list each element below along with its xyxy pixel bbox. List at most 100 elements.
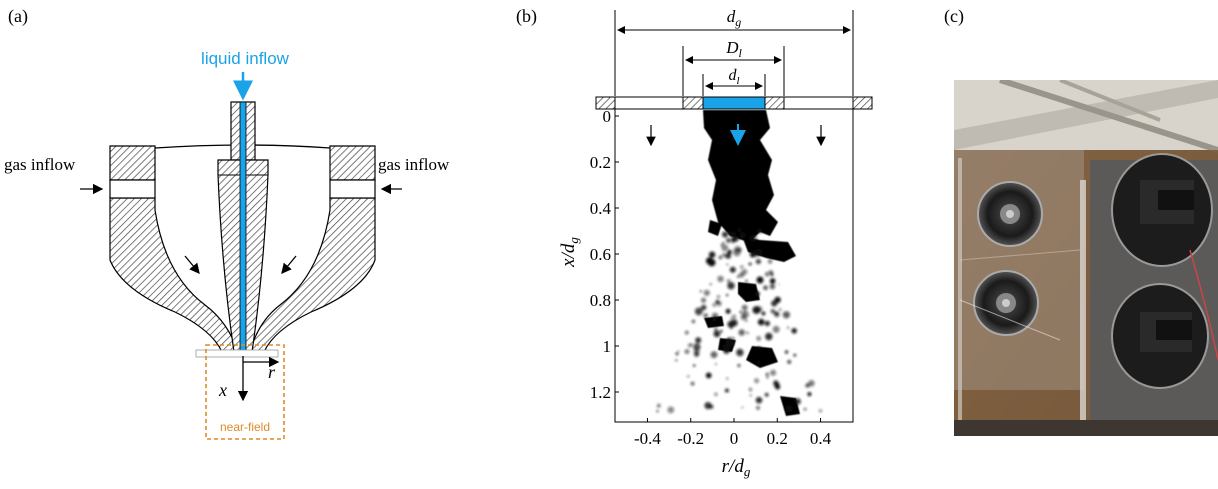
y-tick-label: 0.6 [590, 245, 611, 264]
x-tick-label: 0.2 [767, 429, 788, 448]
spray-droplet [769, 278, 776, 284]
panel-b-label: (b) [516, 6, 537, 27]
exit-plane [195, 349, 279, 358]
spray-droplet [675, 359, 678, 362]
spray-droplet [693, 343, 701, 351]
near-field-label: near-field [220, 420, 270, 434]
spray-droplet [755, 248, 763, 256]
spray-droplet [739, 310, 742, 314]
spray-droplet [667, 406, 675, 414]
spray-droplet [739, 289, 743, 292]
y-axis-label: x/dg [558, 237, 581, 268]
panel-b: (b) dg Dl dl [516, 6, 873, 479]
x-tick-label: -0.2 [677, 429, 704, 448]
spray-droplet [756, 336, 762, 341]
x-ticks: -0.4 -0.2 0 0.2 0.4 [634, 418, 832, 448]
spray-droplet [741, 406, 744, 409]
spray-droplet [727, 279, 731, 283]
spray-droplet [737, 227, 742, 233]
spray-droplet [755, 258, 762, 265]
spray-droplet [786, 326, 790, 329]
spray-droplet [732, 314, 736, 319]
spray-droplet [773, 381, 780, 388]
spray-droplet [690, 381, 695, 386]
gas-inflow-left-label: gas inflow [4, 155, 76, 174]
spray-droplet [770, 369, 777, 376]
spray-droplet [734, 245, 741, 253]
spray-droplet [743, 311, 746, 313]
spray-droplet [778, 283, 780, 286]
flow-arrow-right [281, 255, 297, 275]
spray-droplet [711, 312, 719, 320]
exit-strip-gas-left [614, 96, 684, 110]
spray-droplet [716, 295, 721, 299]
x-tick-label: 0.4 [810, 429, 832, 448]
spray-droplet [738, 329, 745, 336]
panel-a: (a) liquid inflow gas inflow gas inflow [4, 6, 450, 440]
spray-droplet [769, 283, 776, 290]
dl-label: dl [728, 67, 739, 87]
spray-droplet [807, 392, 812, 397]
gas-port-left [109, 179, 156, 199]
spray-droplet [725, 308, 731, 314]
nozzle-left-lower [109, 197, 239, 353]
spray-droplets [656, 227, 823, 414]
spray-droplet [756, 227, 763, 234]
spray-droplet [764, 392, 769, 397]
exit-strip-gas-right [783, 96, 854, 110]
dg-label-sub: g [735, 15, 741, 29]
spray-droplet [766, 376, 769, 379]
spray-droplet [746, 331, 749, 335]
spray-droplet [782, 311, 791, 319]
spray-droplet [713, 327, 718, 332]
spray-droplet [693, 364, 696, 367]
y-axis-label-sub: g [566, 237, 581, 244]
spray-droplet [757, 346, 761, 350]
spray-droplet [712, 302, 717, 307]
spray-droplet [771, 300, 778, 307]
spray-droplet [694, 307, 703, 316]
spray-droplet [749, 394, 752, 397]
spray-droplet [729, 266, 736, 273]
spray-droplet [741, 269, 748, 275]
dl-label-sub: l [736, 75, 739, 87]
spray-droplet [713, 330, 721, 338]
spray-droplet [657, 403, 661, 408]
spray-droplet [740, 265, 744, 269]
spray-droplet [745, 319, 748, 322]
dg-label: dg [727, 7, 742, 29]
spray-droplet [818, 409, 823, 413]
x-axis-label-main: r/d [722, 456, 745, 477]
spray-droplet [732, 337, 735, 340]
spray-droplet [705, 257, 713, 265]
spray-droplet [690, 343, 693, 346]
spray-droplet [736, 348, 744, 357]
spray-droplet [725, 341, 728, 344]
spray-droplet [709, 283, 712, 286]
x-tick-label: -0.4 [634, 429, 661, 448]
spray-droplet [763, 285, 768, 291]
spray-droplet [758, 243, 761, 246]
spray-droplet [721, 253, 727, 258]
panel-a-label: (a) [8, 6, 28, 27]
spray-droplet [729, 341, 735, 347]
spray-droplet [785, 404, 794, 413]
x-tick-label: 0 [730, 429, 739, 448]
spray-droplet [772, 325, 780, 333]
spray-droplet [748, 387, 753, 392]
spray-droplet [675, 352, 679, 356]
spray-droplet [785, 350, 789, 354]
near-field-box [205, 344, 285, 440]
y-axis-label-main: x/d [558, 243, 579, 268]
gas-port-right [329, 179, 376, 199]
spray-droplet [737, 364, 741, 367]
liquid-inflow-label: liquid inflow [201, 49, 290, 68]
dg-label-main: d [727, 7, 736, 26]
spray-image [646, 110, 826, 416]
spray-droplet [685, 330, 689, 335]
y-tick-label: 0.2 [590, 153, 611, 172]
spray-droplet [749, 234, 758, 242]
spray-droplet [717, 275, 724, 283]
spray-droplet [764, 271, 770, 277]
nozzle-right-lower [249, 197, 376, 353]
